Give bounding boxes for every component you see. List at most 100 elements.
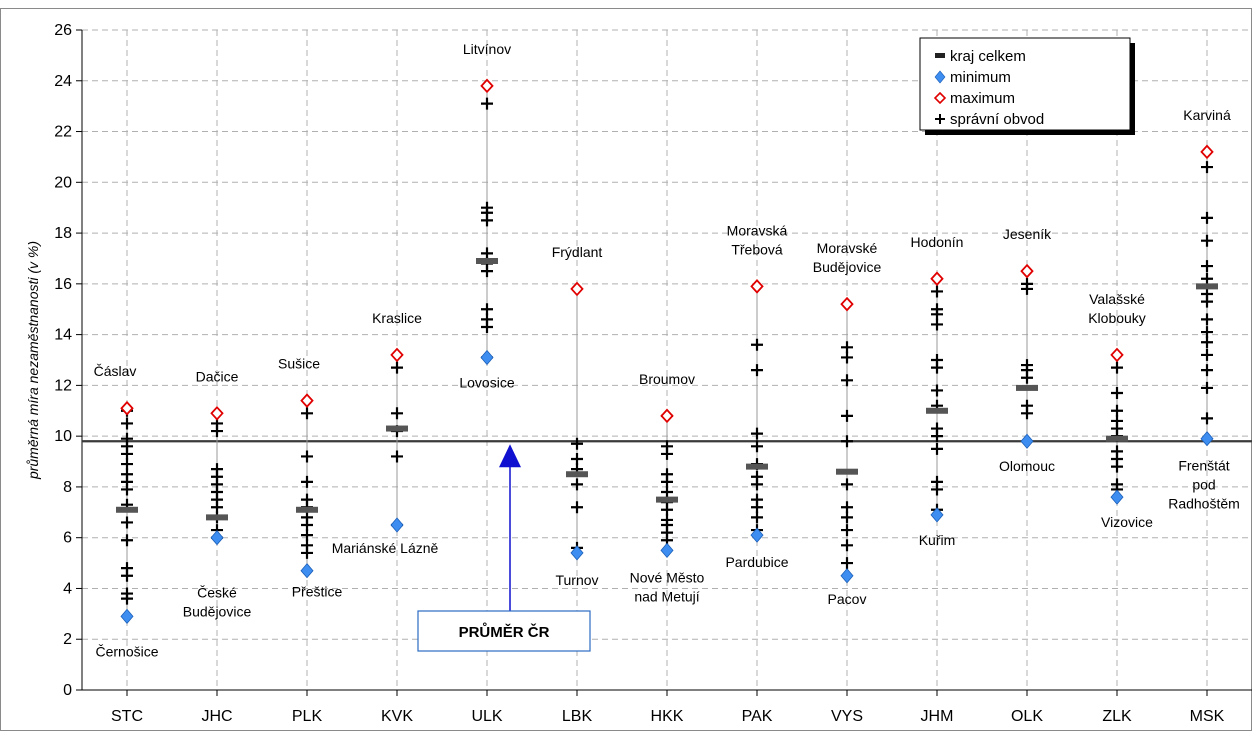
max-label-stc: Čáslav bbox=[94, 363, 137, 379]
district-mark-jhm bbox=[931, 475, 943, 488]
district-mark-pak bbox=[751, 427, 763, 440]
max-label-lbk: Frýdlant bbox=[552, 244, 603, 260]
district-mark-kvk bbox=[391, 361, 403, 374]
min-label-plk-line: Přeštice bbox=[292, 584, 343, 600]
min-mark-pak bbox=[750, 527, 764, 543]
x-category-label: OLK bbox=[1011, 708, 1043, 725]
y-tick-label: 14 bbox=[54, 327, 72, 344]
max-mark-olk bbox=[1020, 263, 1034, 279]
min-mark-vys bbox=[840, 568, 854, 584]
legend-symbol-region bbox=[935, 53, 945, 58]
max-label-kvk-line: Kraslice bbox=[372, 310, 422, 326]
district-mark-kvk bbox=[391, 407, 403, 420]
district-mark-pak bbox=[751, 493, 763, 506]
legend-box bbox=[919, 37, 1131, 131]
max-mark-vys bbox=[840, 296, 854, 312]
district-mark-ulk bbox=[481, 97, 493, 110]
x-category-label: LBK bbox=[562, 708, 593, 725]
district-mark-stc bbox=[121, 562, 133, 575]
max-mark-pak bbox=[750, 279, 764, 294]
min-mark-msk bbox=[1200, 431, 1214, 447]
district-mark-vys bbox=[841, 409, 853, 422]
district-mark-jhm bbox=[931, 442, 943, 455]
max-mark-jhm bbox=[930, 271, 944, 287]
min-mark-jhm bbox=[930, 507, 944, 523]
max-mark-plk bbox=[300, 393, 314, 408]
district-mark-jhc bbox=[211, 463, 223, 476]
district-mark-plk bbox=[301, 450, 313, 463]
district-mark-msk bbox=[1201, 381, 1213, 394]
district-mark-hkk bbox=[661, 486, 673, 498]
district-mark-msk bbox=[1201, 364, 1213, 377]
callout-arrow-head bbox=[499, 444, 521, 468]
region-mark-plk bbox=[296, 506, 318, 513]
max-label-pak-line: Moravská bbox=[727, 222, 788, 238]
point-labels: Černošice Čáslav České Budějovice Dačice Přeš… bbox=[94, 41, 1240, 660]
district-mark-vys bbox=[841, 557, 853, 570]
legend-symbol-district bbox=[935, 114, 945, 124]
max-label-stc-line: Čáslav bbox=[94, 363, 137, 379]
legend-label-max: maximum bbox=[950, 90, 1015, 107]
district-mark-hkk bbox=[661, 440, 673, 453]
district-mark-msk bbox=[1201, 211, 1213, 224]
x-category-label: VYS bbox=[831, 708, 863, 725]
max-mark-jhc bbox=[210, 405, 224, 421]
district-mark-msk bbox=[1201, 288, 1213, 300]
district-mark-plk bbox=[301, 511, 313, 524]
district-mark-msk bbox=[1201, 348, 1213, 361]
district-mark-zlk bbox=[1111, 445, 1123, 458]
region-mark-ulk bbox=[476, 258, 498, 264]
district-mark-hkk bbox=[661, 468, 673, 481]
max-label-msk: Karviná bbox=[1183, 107, 1231, 123]
region-mark-stc bbox=[116, 506, 138, 513]
district-mark-ulk bbox=[481, 313, 493, 326]
district-mark-msk bbox=[1201, 313, 1213, 326]
region-mark-kvk bbox=[386, 425, 408, 432]
district-mark-vys bbox=[841, 501, 853, 514]
district-mark-pak bbox=[751, 364, 763, 377]
district-mark-stc bbox=[121, 417, 133, 430]
max-label-zlk-line: Valašské bbox=[1089, 291, 1145, 307]
min-mark-hkk bbox=[660, 542, 674, 558]
min-label-hkk: Nové Město nad Metují bbox=[630, 569, 705, 604]
max-label-pak-line: Třebová bbox=[731, 241, 783, 257]
min-label-kvk: Mariánské Lázně bbox=[332, 540, 439, 556]
max-label-plk-line: Sušice bbox=[278, 356, 320, 372]
district-mark-plk bbox=[301, 539, 313, 552]
x-category-label: JHC bbox=[201, 708, 232, 725]
min-mark-stc bbox=[120, 608, 134, 624]
max-label-hkk: Broumov bbox=[639, 371, 695, 387]
y-tick-label: 16 bbox=[54, 276, 72, 293]
x-category-label: ULK bbox=[471, 708, 502, 725]
district-mark-zlk bbox=[1111, 404, 1123, 417]
min-label-jhc-line: Budějovice bbox=[183, 604, 252, 620]
district-mark-stc bbox=[121, 432, 133, 445]
x-category-label: HKK bbox=[651, 708, 684, 725]
x-category-label: STC bbox=[111, 708, 143, 725]
district-mark-stc bbox=[121, 458, 133, 471]
x-category-label: MSK bbox=[1190, 708, 1225, 725]
max-label-pak: Moravská Třebová bbox=[727, 222, 788, 257]
y-tick-label: 22 bbox=[54, 124, 72, 141]
district-mark-lbk bbox=[571, 478, 583, 491]
district-mark-vys bbox=[841, 511, 853, 524]
x-category-label: ZLK bbox=[1102, 708, 1132, 725]
min-label-msk-line: pod bbox=[1192, 477, 1215, 493]
x-category-label: PAK bbox=[742, 708, 773, 725]
min-label-vys: Pacov bbox=[828, 591, 867, 607]
district-mark-jhm bbox=[931, 384, 943, 397]
min-label-olk-line: Olomouc bbox=[999, 458, 1055, 474]
max-label-msk-line: Karviná bbox=[1183, 107, 1231, 123]
min-label-hkk-line: Nové Město bbox=[630, 569, 705, 585]
max-label-vys-line: Budějovice bbox=[813, 259, 882, 275]
district-mark-jhm bbox=[931, 354, 943, 366]
district-mark-pak bbox=[751, 511, 763, 524]
max-label-vys-line: Moravské bbox=[817, 240, 878, 256]
max-label-olk: Jeseník bbox=[1003, 226, 1052, 242]
district-mark-kvk bbox=[391, 450, 403, 463]
y-tick-label: 6 bbox=[63, 530, 72, 547]
y-tick-label: 20 bbox=[54, 174, 72, 191]
max-label-jhc: Dačice bbox=[196, 368, 239, 384]
min-label-msk: Frenštát pod Radhoštěm bbox=[1168, 458, 1240, 512]
district-mark-plk bbox=[301, 475, 313, 488]
